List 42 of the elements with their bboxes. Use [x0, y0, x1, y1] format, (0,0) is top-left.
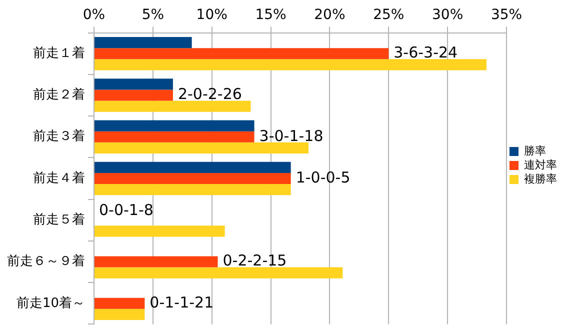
legend-label: 勝率	[524, 144, 546, 158]
bar	[94, 59, 486, 70]
annotation: 3-0-1-18	[259, 126, 324, 145]
bar	[94, 226, 225, 237]
annotation: 0-2-2-15	[222, 252, 287, 270]
annotation: 0-1-1-21	[150, 293, 214, 312]
x-tick-label: 25%	[373, 7, 404, 24]
y-tick-label: 前走10着～	[16, 294, 85, 311]
y-tick-label: 前走３着	[33, 128, 85, 144]
bar	[94, 142, 308, 154]
x-tick-label: 5%	[142, 7, 164, 24]
bar	[94, 90, 173, 101]
bar	[94, 48, 389, 60]
bar	[94, 162, 291, 173]
x-tick-label: 10%	[196, 7, 228, 24]
y-tick-label: 前走１着	[33, 44, 85, 61]
x-tick-label: 0%	[82, 7, 106, 24]
y-tick-label: 前走５着	[33, 212, 85, 228]
bar	[94, 267, 343, 278]
annotation: 2-0-2-26	[178, 85, 242, 104]
y-tick-label: 前走６～９着	[7, 253, 85, 270]
x-tick-label: 20%	[314, 7, 346, 24]
y-tick-label: 前走４着	[33, 170, 85, 186]
bar	[94, 120, 254, 132]
legend-label: 複勝率	[524, 172, 557, 186]
bar	[94, 308, 145, 320]
bar	[94, 131, 254, 142]
bar	[94, 184, 291, 196]
bar	[94, 100, 251, 112]
y-tick-label: 前走２着	[33, 86, 85, 103]
bar	[94, 36, 192, 48]
bar	[94, 172, 291, 184]
bar	[94, 298, 145, 309]
annotation: 1-0-0-5	[296, 168, 350, 186]
x-tick-label: 15%	[255, 7, 286, 24]
x-tick-label: 35%	[490, 7, 522, 24]
bar	[94, 256, 218, 268]
bar	[94, 78, 173, 90]
annotation: 0-0-1-8	[99, 201, 154, 220]
legend-label: 連対率	[524, 158, 557, 172]
x-tick-label: 30%	[432, 7, 464, 24]
annotation: 3-6-3-24	[394, 44, 458, 62]
